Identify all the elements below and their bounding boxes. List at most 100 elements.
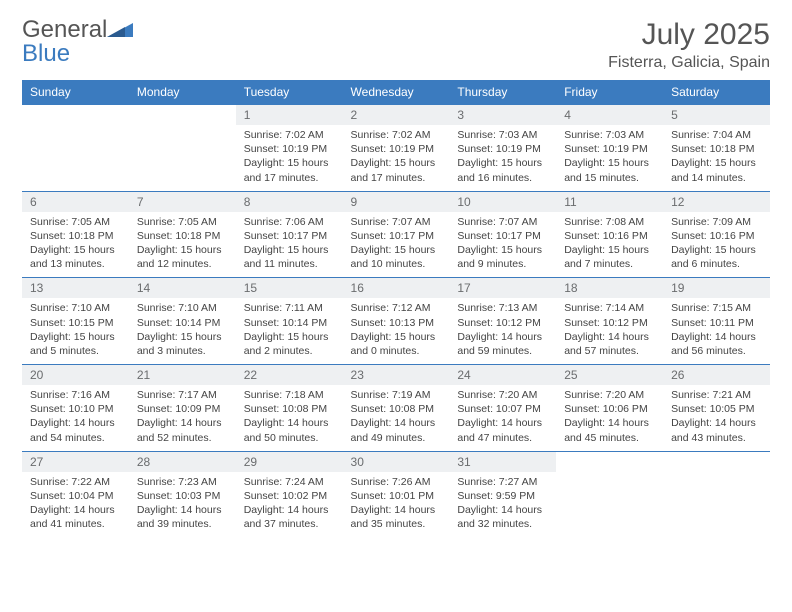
day-content-cell: Sunrise: 7:16 AMSunset: 10:10 PMDaylight…: [22, 385, 129, 451]
month-title: July 2025: [608, 18, 770, 52]
sunset-line: Sunset: 10:19 PM: [244, 143, 327, 155]
logo-text: General Blue: [22, 18, 133, 66]
day-number-row: 6789101112: [22, 191, 770, 212]
daylight-line: Daylight: 15 hours and 9 minutes.: [457, 244, 542, 270]
daylight-line: Daylight: 14 hours and 39 minutes.: [137, 504, 222, 530]
day-content-cell: Sunrise: 7:03 AMSunset: 10:19 PMDaylight…: [449, 125, 556, 191]
day-header: Saturday: [663, 80, 770, 105]
sunrise-line: Sunrise: 7:20 AM: [457, 389, 537, 401]
logo-part2: Blue: [22, 40, 70, 67]
daylight-line: Daylight: 15 hours and 14 minutes.: [671, 157, 756, 183]
day-header: Thursday: [449, 80, 556, 105]
sunrise-line: Sunrise: 7:22 AM: [30, 476, 110, 488]
header: General Blue July 2025 Fisterra, Galicia…: [22, 18, 770, 72]
day-content-cell: Sunrise: 7:11 AMSunset: 10:14 PMDaylight…: [236, 298, 343, 364]
day-content-cell: Sunrise: 7:04 AMSunset: 10:18 PMDaylight…: [663, 125, 770, 191]
daylight-line: Daylight: 15 hours and 6 minutes.: [671, 244, 756, 270]
daylight-line: Daylight: 14 hours and 41 minutes.: [30, 504, 115, 530]
daylight-line: Daylight: 15 hours and 7 minutes.: [564, 244, 649, 270]
day-content-cell: Sunrise: 7:07 AMSunset: 10:17 PMDaylight…: [449, 212, 556, 278]
day-content-cell: Sunrise: 7:02 AM Sunset: 10:19 PM Daylight…: [236, 125, 343, 191]
logo-part1: General: [22, 16, 107, 43]
day-content-cell: Sunrise: 7:08 AM Sunset: 10:16 PM Daylight…: [556, 212, 663, 278]
day-number-cell: 22: [236, 365, 343, 386]
day-content-cell: Sunrise: 7:18 AMSunset: 10:08 PMDaylight…: [236, 385, 343, 451]
sunset-line: Sunset: 10:02 PM: [244, 490, 327, 502]
day-header: Tuesday: [236, 80, 343, 105]
day-content-cell: Sunrise: 7:07 AMSunset: 10:17 PMDaylight…: [343, 212, 450, 278]
day-content-cell: Sunrise: 7:24 AMSunset: 10:02 PMDaylight…: [236, 472, 343, 538]
day-content-cell: Sunrise: 7:05 AMSunset: 10:18 PMDaylight…: [129, 212, 236, 278]
sunrise-line: Sunrise: 7:08 AM: [564, 216, 644, 228]
daylight-line: Daylight: 14 hours and 49 minutes.: [351, 417, 436, 443]
logo: General Blue: [22, 18, 133, 66]
day-number-cell: 8: [236, 191, 343, 212]
day-number-cell: 7: [129, 191, 236, 212]
day-number-cell: 9: [343, 191, 450, 212]
sunset-line: Sunset: 10:12 PM: [457, 317, 540, 329]
day-number-cell: 2: [343, 105, 450, 126]
day-number-cell: 18: [556, 278, 663, 299]
daylight-line: Daylight: 15 hours and 2 minutes.: [244, 331, 329, 357]
sunset-line: Sunset: 10:19 PM: [351, 143, 434, 155]
sunrise-line: Sunrise: 7:13 AM: [457, 302, 537, 314]
day-content-row: Sunrise: 7:05 AMSunset: 10:18 PMDaylight…: [22, 212, 770, 278]
sunrise-line: Sunrise: 7:06 AM: [244, 216, 324, 228]
day-number-cell: 28: [129, 451, 236, 472]
sunrise-line: Sunrise: 7:02 AM: [244, 129, 324, 141]
sunset-line: Sunset: 10:03 PM: [137, 490, 220, 502]
sunrise-line: Sunrise: 7:05 AM: [137, 216, 217, 228]
day-number-cell: 11: [556, 191, 663, 212]
sunrise-line: Sunrise: 7:21 AM: [671, 389, 751, 401]
day-number-row: 12345: [22, 105, 770, 126]
sunset-line: Sunset: 10:09 PM: [137, 403, 220, 415]
sunrise-line: Sunrise: 7:02 AM: [351, 129, 431, 141]
calendar-table: Sunday Monday Tuesday Wednesday Thursday…: [22, 80, 770, 537]
sunset-line: Sunset: 10:04 PM: [30, 490, 113, 502]
title-block: July 2025 Fisterra, Galicia, Spain: [608, 18, 770, 72]
day-number-cell: 20: [22, 365, 129, 386]
logo-triangle-icon: [107, 18, 133, 42]
sunrise-line: Sunrise: 7:14 AM: [564, 302, 644, 314]
daylight-line: Daylight: 15 hours and 17 minutes.: [244, 157, 329, 183]
sunrise-line: Sunrise: 7:26 AM: [351, 476, 431, 488]
day-content-cell: Sunrise: 7:06 AMSunset: 10:17 PMDaylight…: [236, 212, 343, 278]
day-content-cell: Sunrise: 7:03 AMSunset: 10:19 PMDaylight…: [556, 125, 663, 191]
day-number-cell: [663, 451, 770, 472]
day-content-cell: Sunrise: 7:27 AMSunset: 9:59 PMDaylight:…: [449, 472, 556, 538]
daylight-line: Daylight: 15 hours and 5 minutes.: [30, 331, 115, 357]
daylight-line: Daylight: 15 hours and 0 minutes.: [351, 331, 436, 357]
sunset-line: Sunset: 10:16 PM: [564, 230, 647, 242]
day-content-row: Sunrise: 7:10 AMSunset: 10:15 PMDaylight…: [22, 298, 770, 364]
day-content-cell: Sunrise: 7:12 AMSunset: 10:13 PMDaylight…: [343, 298, 450, 364]
sunset-line: Sunset: 10:14 PM: [244, 317, 327, 329]
daylight-line: Daylight: 14 hours and 45 minutes.: [564, 417, 649, 443]
sunset-line: Sunset: 10:07 PM: [457, 403, 540, 415]
day-number-cell: 25: [556, 365, 663, 386]
sunrise-line: Sunrise: 7:03 AM: [457, 129, 537, 141]
day-number-cell: 10: [449, 191, 556, 212]
sunset-line: Sunset: 9:59 PM: [457, 490, 535, 502]
sunset-line: Sunset: 10:08 PM: [351, 403, 434, 415]
sunrise-line: Sunrise: 7:03 AM: [564, 129, 644, 141]
sunset-line: Sunset: 10:10 PM: [30, 403, 113, 415]
day-number-cell: [556, 451, 663, 472]
daylight-line: Daylight: 14 hours and 54 minutes.: [30, 417, 115, 443]
sunrise-line: Sunrise: 7:18 AM: [244, 389, 324, 401]
daylight-line: Daylight: 14 hours and 56 minutes.: [671, 331, 756, 357]
day-header: Monday: [129, 80, 236, 105]
day-number-cell: 31: [449, 451, 556, 472]
sunset-line: Sunset: 10:16 PM: [671, 230, 754, 242]
daylight-line: Daylight: 14 hours and 52 minutes.: [137, 417, 222, 443]
daylight-line: Daylight: 15 hours and 16 minutes.: [457, 157, 542, 183]
sunrise-line: Sunrise: 7:07 AM: [457, 216, 537, 228]
sunrise-line: Sunrise: 7:20 AM: [564, 389, 644, 401]
daylight-line: Daylight: 15 hours and 13 minutes.: [30, 244, 115, 270]
sunrise-line: Sunrise: 7:04 AM: [671, 129, 751, 141]
sunrise-line: Sunrise: 7:07 AM: [351, 216, 431, 228]
day-content-cell: Sunrise: 7:15 AMSunset: 10:11 PMDaylight…: [663, 298, 770, 364]
day-content-row: Sunrise: 7:22 AM Sunset: 10:04 PM Daylight…: [22, 472, 770, 538]
day-content-cell: Sunrise: 7:10 AMSunset: 10:14 PMDaylight…: [129, 298, 236, 364]
daylight-line: Daylight: 14 hours and 37 minutes.: [244, 504, 329, 530]
sunrise-line: Sunrise: 7:05 AM: [30, 216, 110, 228]
